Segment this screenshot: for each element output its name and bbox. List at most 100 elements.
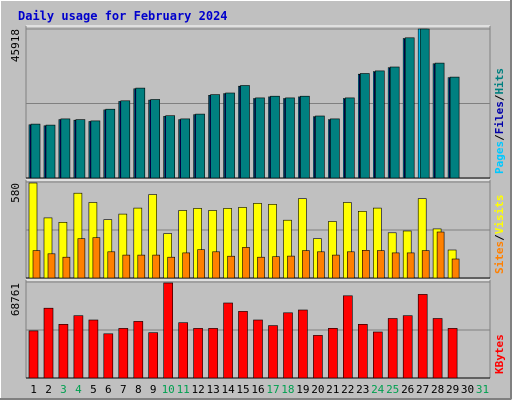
x-tick-day-8: 8	[135, 383, 142, 396]
bar-hits-s2-day-14	[225, 92, 235, 179]
bar-visits-s1-day-19	[302, 250, 310, 279]
bar-hits-s2-day-2	[45, 124, 56, 179]
panel-visits-legend-item: Visits	[493, 195, 506, 235]
bar-visits-s1-day-12	[197, 249, 205, 279]
bar-kbytes-s0-day-12	[193, 328, 203, 379]
bar-kbytes-s0-day-17	[268, 325, 278, 379]
x-tick-day-6: 6	[105, 383, 112, 396]
x-tick-day-30: 30	[461, 383, 474, 396]
x-tick-day-25: 25	[386, 383, 399, 396]
bar-kbytes-s0-day-18	[283, 312, 293, 379]
x-tick-day-11: 11	[177, 383, 190, 396]
bar-visits-s1-day-3	[62, 256, 71, 279]
bar-hits-s2-day-7	[120, 100, 131, 179]
panel-kbytes-legend: KBytes	[493, 334, 506, 374]
bar-hits-s2-day-27	[419, 28, 430, 179]
bar-hits-s2-day-28	[434, 62, 445, 179]
x-tick-day-18: 18	[281, 383, 294, 396]
bar-visits-s1-day-6	[107, 251, 116, 279]
bar-hits-s2-day-9	[150, 99, 160, 179]
bar-hits-s2-day-12	[195, 113, 205, 179]
bar-visits-s1-day-25	[391, 252, 400, 279]
x-tick-day-26: 26	[401, 383, 414, 396]
panel-hits-legend-item: Pages	[493, 141, 506, 174]
bar-hits-s2-day-22	[344, 97, 355, 179]
x-tick-day-17: 17	[266, 383, 279, 396]
bar-hits-s2-day-16	[255, 97, 265, 179]
bar-kbytes-s0-day-11	[178, 322, 188, 379]
bar-visits-s1-day-14	[227, 255, 235, 279]
plot-layer: 45918Pages/Files/Hits580Sites/Visits6876…	[9, 25, 506, 396]
bar-hits-s2-day-25	[389, 66, 400, 179]
panel-visits-legend-item: Sites	[493, 241, 506, 274]
x-tick-day-10: 10	[162, 383, 175, 396]
x-tick-day-1: 1	[30, 383, 37, 396]
bar-kbytes-s0-day-9	[148, 332, 158, 379]
bar-visits-s1-day-11	[182, 252, 190, 279]
x-tick-day-13: 13	[206, 383, 219, 396]
bar-kbytes-s0-day-23	[357, 323, 368, 379]
bar-hits-s2-day-4	[75, 119, 86, 179]
bar-kbytes-s0-day-1	[28, 330, 39, 379]
x-tick-day-15: 15	[236, 383, 249, 396]
panel-visits-legend-item: /	[493, 234, 506, 241]
x-tick-day-22: 22	[341, 383, 354, 396]
bar-hits-s2-day-26	[404, 37, 415, 179]
bar-kbytes-s0-day-22	[342, 295, 353, 379]
panel-kbytes-legend-item: KBytes	[493, 334, 506, 374]
bar-kbytes-s0-day-28	[432, 318, 443, 379]
bar-hits-s2-day-3	[60, 118, 71, 179]
bar-hits-s2-day-5	[90, 120, 101, 179]
bar-kbytes-s0-day-20	[313, 335, 323, 379]
bar-visits-s1-day-15	[242, 247, 250, 279]
bar-visits-s1-day-22	[346, 251, 355, 279]
panel-visits: 580 Sites/Visits	[9, 179, 506, 279]
x-tick-day-9: 9	[150, 383, 157, 396]
bar-kbytes-s0-day-15	[238, 311, 248, 379]
bar-visits-s1-day-27	[421, 250, 430, 279]
bar-visits-s1-day-17	[272, 256, 280, 279]
bar-visits-s1-day-2	[47, 253, 56, 279]
bar-kbytes-s0-day-26	[402, 315, 413, 379]
bar-kbytes-s0-day-14	[223, 302, 233, 379]
panel-visits-ymax-label: 580	[9, 183, 22, 203]
bar-visits-s1-day-4	[77, 238, 86, 279]
bar-kbytes-s0-day-27	[417, 294, 428, 379]
bar-hits-s2-day-20	[315, 115, 325, 179]
bar-hits-s2-day-10	[165, 115, 175, 179]
bar-visits-s1-day-24	[376, 250, 385, 279]
bar-kbytes-s0-day-4	[73, 315, 84, 379]
x-tick-day-31: 31	[476, 383, 489, 396]
bar-hits-s2-day-1	[30, 123, 41, 179]
x-tick-day-7: 7	[120, 383, 127, 396]
panel-visits-legend: Sites/Visits	[493, 195, 506, 275]
x-tick-day-2: 2	[45, 383, 52, 396]
bar-hits-s2-day-18	[285, 97, 295, 179]
bar-visits-s1-day-16	[257, 256, 265, 279]
bar-kbytes-s0-day-16	[253, 319, 263, 379]
x-tick-day-5: 5	[90, 383, 97, 396]
bar-visits-s1-day-20	[317, 251, 325, 279]
panel-hits-legend-item: /	[493, 94, 506, 101]
x-tick-day-14: 14	[221, 383, 235, 396]
panel-hits-legend-item: Files	[493, 101, 506, 134]
x-tick-day-28: 28	[431, 383, 444, 396]
x-tick-day-24: 24	[371, 383, 385, 396]
x-tick-day-12: 12	[191, 383, 204, 396]
bar-kbytes-s0-day-24	[372, 331, 383, 379]
bar-kbytes-s0-day-8	[133, 321, 144, 379]
panel-hits-legend-item: /	[493, 134, 506, 141]
panel-kbytes-ymax-label: 68761	[9, 283, 22, 316]
bar-visits-s1-day-18	[287, 255, 295, 279]
bar-kbytes-s0-day-25	[387, 318, 398, 379]
bar-visits-s1-day-21	[332, 254, 340, 279]
bar-hits-s2-day-15	[240, 85, 250, 179]
bar-visits-s1-day-10	[167, 256, 175, 279]
panel-kbytes: 68761 KBytes	[9, 279, 506, 379]
bar-visits-s1-day-13	[212, 251, 220, 279]
x-tick-day-3: 3	[60, 383, 67, 396]
bar-kbytes-s0-day-21	[328, 327, 338, 379]
